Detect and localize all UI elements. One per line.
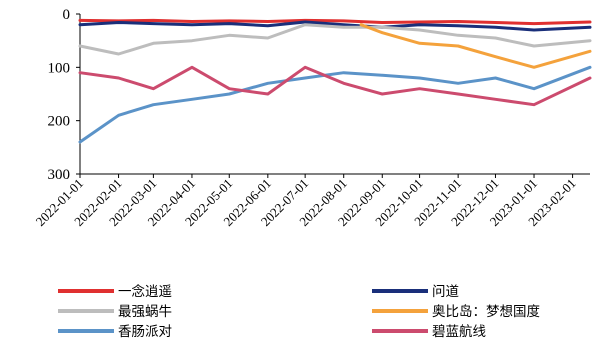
legend-label: 一念逍遥 xyxy=(118,283,172,300)
data-point xyxy=(533,22,535,25)
data-point xyxy=(79,45,81,47)
series-line-6 xyxy=(78,65,592,107)
y-tick-label: 300 xyxy=(48,167,71,183)
data-point xyxy=(79,71,81,74)
data-point xyxy=(267,82,269,85)
data-point xyxy=(457,24,459,27)
data-point xyxy=(267,24,269,27)
data-point xyxy=(589,50,591,53)
data-point xyxy=(342,82,345,85)
y-tick-label: 200 xyxy=(48,114,71,130)
data-point xyxy=(228,20,231,22)
data-point xyxy=(304,21,306,23)
y-tick-label: 0 xyxy=(63,7,71,23)
data-point xyxy=(117,53,120,55)
data-point xyxy=(152,42,155,45)
legend-label: 问道 xyxy=(432,284,459,300)
data-point xyxy=(533,87,535,90)
series-line-1 xyxy=(78,18,592,26)
data-point xyxy=(228,93,231,95)
data-point xyxy=(191,98,193,101)
data-point xyxy=(267,37,269,39)
data-point xyxy=(342,23,345,26)
data-point xyxy=(381,21,384,24)
legend-label: 最强蜗牛 xyxy=(118,304,172,320)
data-point xyxy=(304,66,306,69)
data-point xyxy=(267,93,269,95)
legend-label: 香肠派对 xyxy=(118,324,172,340)
series-line-4 xyxy=(359,23,592,69)
data-point xyxy=(117,114,120,117)
data-point xyxy=(191,23,193,26)
data-point xyxy=(533,66,535,69)
data-point xyxy=(152,87,155,90)
data-point xyxy=(533,29,535,31)
data-point xyxy=(457,93,459,95)
data-point xyxy=(152,103,155,106)
data-point xyxy=(589,21,591,23)
series-line-3 xyxy=(78,23,592,56)
data-point xyxy=(381,26,384,29)
data-point xyxy=(494,21,497,24)
data-point xyxy=(117,77,120,79)
data-point xyxy=(457,45,459,47)
data-point xyxy=(457,20,459,23)
legend-label: 碧蓝航线 xyxy=(432,324,486,340)
data-point xyxy=(342,20,345,22)
data-point xyxy=(228,87,231,90)
data-point xyxy=(117,21,120,24)
data-point xyxy=(589,26,591,29)
data-point xyxy=(418,87,421,90)
data-point xyxy=(304,77,306,79)
data-point xyxy=(342,26,345,29)
data-point xyxy=(533,45,535,47)
data-point xyxy=(418,21,421,23)
data-point xyxy=(342,71,345,74)
y-tick-group: 0 100 200 300 xyxy=(48,7,80,183)
data-point xyxy=(418,23,421,26)
data-point xyxy=(381,74,384,77)
data-point xyxy=(494,55,497,58)
data-point xyxy=(191,66,193,69)
data-point xyxy=(191,39,193,42)
data-point xyxy=(228,34,231,37)
y-tick-label: 100 xyxy=(48,60,71,76)
data-point xyxy=(494,98,497,101)
data-point xyxy=(152,19,155,22)
data-point xyxy=(152,22,155,25)
data-point xyxy=(191,20,193,23)
data-point xyxy=(457,82,459,85)
data-point xyxy=(589,77,591,79)
data-point xyxy=(494,77,497,79)
data-point xyxy=(304,23,306,26)
data-point xyxy=(494,26,497,29)
series-line-group xyxy=(78,18,592,144)
data-point xyxy=(589,39,591,42)
data-point xyxy=(418,77,421,79)
x-tick-group: 2022-01-012022-02-012022-03-012022-04-01… xyxy=(33,174,579,229)
data-point xyxy=(418,29,421,31)
data-point xyxy=(360,23,362,26)
data-point xyxy=(494,37,497,39)
legend-label: 奥比岛：梦想国度 xyxy=(432,303,540,320)
series-line-2 xyxy=(78,20,592,32)
chart-axes xyxy=(79,14,590,175)
data-point xyxy=(381,93,384,95)
data-point xyxy=(533,103,535,106)
data-point xyxy=(267,20,269,23)
data-point xyxy=(79,23,81,26)
data-point xyxy=(589,66,591,69)
data-point xyxy=(381,31,384,34)
data-point xyxy=(418,42,421,45)
data-point xyxy=(79,19,81,22)
data-point xyxy=(79,141,81,143)
data-point xyxy=(228,22,231,25)
data-point xyxy=(457,34,459,37)
